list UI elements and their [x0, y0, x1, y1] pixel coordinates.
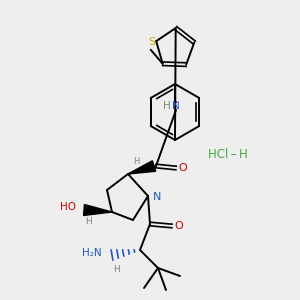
- Text: H: H: [163, 101, 171, 111]
- Text: H: H: [133, 158, 139, 166]
- Text: N: N: [153, 192, 161, 202]
- Text: N: N: [172, 101, 180, 111]
- Text: O: O: [178, 163, 188, 173]
- Text: H: H: [112, 265, 119, 274]
- Text: HCl – H: HCl – H: [208, 148, 248, 161]
- Text: S: S: [148, 37, 156, 47]
- Polygon shape: [128, 161, 156, 174]
- Text: H₂N: H₂N: [82, 248, 102, 258]
- Polygon shape: [84, 205, 112, 215]
- Text: H: H: [85, 218, 92, 226]
- Text: HO: HO: [60, 202, 76, 212]
- Text: O: O: [175, 221, 183, 231]
